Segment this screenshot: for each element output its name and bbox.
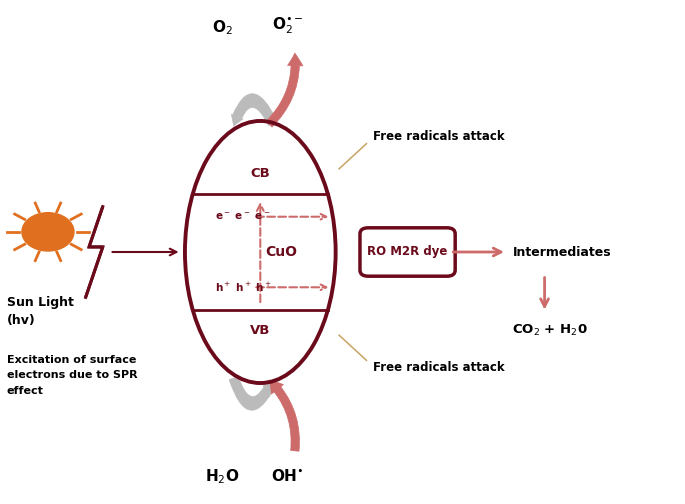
Text: Excitation of surface: Excitation of surface xyxy=(7,355,136,365)
FancyBboxPatch shape xyxy=(360,228,455,276)
Text: Free radicals attack: Free radicals attack xyxy=(373,361,505,374)
Text: CO$_2$ + H$_2$0: CO$_2$ + H$_2$0 xyxy=(512,323,588,338)
Text: electrons due to SPR: electrons due to SPR xyxy=(7,370,138,381)
Circle shape xyxy=(22,213,74,251)
FancyArrowPatch shape xyxy=(229,376,274,410)
Text: H$_2$O: H$_2$O xyxy=(206,467,240,486)
Text: CuO: CuO xyxy=(265,245,297,259)
Text: Sun Light: Sun Light xyxy=(7,296,74,309)
Text: O$_2$: O$_2$ xyxy=(212,18,233,37)
Text: Intermediates: Intermediates xyxy=(512,245,611,259)
Text: (hv): (hv) xyxy=(7,313,36,327)
Text: OH$^{\bullet}$: OH$^{\bullet}$ xyxy=(271,468,304,484)
Text: RO M2R dye: RO M2R dye xyxy=(367,245,448,259)
Text: O$_2^{\bullet-}$: O$_2^{\bullet-}$ xyxy=(272,16,303,36)
Text: Free radicals attack: Free radicals attack xyxy=(373,130,505,143)
Text: h$^+$ h$^+$ h$^+$: h$^+$ h$^+$ h$^+$ xyxy=(214,281,272,294)
Text: VB: VB xyxy=(250,324,271,337)
FancyArrowPatch shape xyxy=(232,94,277,126)
FancyArrowPatch shape xyxy=(269,380,299,451)
Text: effect: effect xyxy=(7,386,44,396)
Text: CB: CB xyxy=(251,167,270,180)
FancyArrowPatch shape xyxy=(266,53,303,127)
Text: e$^-$ e$^-$ e$^-$: e$^-$ e$^-$ e$^-$ xyxy=(215,211,271,222)
